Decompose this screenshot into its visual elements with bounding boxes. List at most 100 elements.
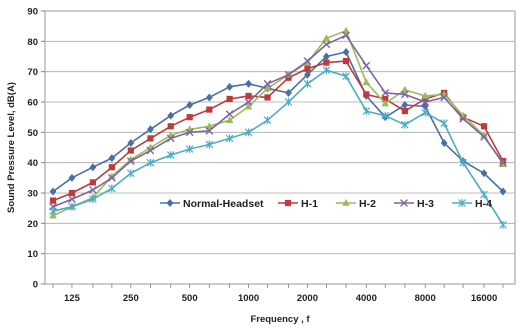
data-point-h-1 xyxy=(147,135,154,142)
legend-marker-h-4 xyxy=(458,199,466,207)
data-point-normal-headset xyxy=(49,187,57,196)
legend-label-h-3: H-3 xyxy=(417,198,434,210)
data-point-h-1 xyxy=(323,59,330,66)
data-point-h-2 xyxy=(108,172,116,180)
data-point-h-3 xyxy=(244,98,253,106)
legend-label-h-1: H-1 xyxy=(301,198,318,210)
data-point-h-2 xyxy=(244,102,253,110)
data-point-h-4 xyxy=(263,116,272,125)
data-point-h-3 xyxy=(185,128,194,137)
data-point-normal-headset xyxy=(401,101,409,110)
y-tick-label: 10 xyxy=(27,249,38,260)
data-point-h-3 xyxy=(225,110,234,119)
data-point-h-3 xyxy=(303,57,312,65)
data-point-normal-headset xyxy=(167,111,175,120)
legend-marker-h-3 xyxy=(400,199,408,207)
data-point-h-3 xyxy=(421,98,430,106)
legend-marker-normal-headset xyxy=(166,199,174,207)
data-point-h-1 xyxy=(401,108,408,115)
y-tick-label: 30 xyxy=(27,189,38,200)
data-point-h-4 xyxy=(225,134,234,143)
x-tick-label: 4000 xyxy=(356,293,377,304)
y-tick-label: 80 xyxy=(27,37,38,48)
data-point-h-3 xyxy=(205,126,214,135)
legend-label-h-2: H-2 xyxy=(359,198,376,210)
data-point-h-3 xyxy=(362,61,371,70)
data-point-h-3 xyxy=(459,114,467,123)
data-point-h-4 xyxy=(205,140,214,149)
x-tick-label: 125 xyxy=(64,293,81,304)
x-tick-label: 16000 xyxy=(471,293,497,304)
y-axis-title: Sound Pressure Level, dB(A) xyxy=(6,82,17,213)
data-point-normal-headset xyxy=(147,125,154,134)
data-point-h-3 xyxy=(284,70,293,79)
data-point-h-1 xyxy=(264,94,271,101)
data-point-normal-headset xyxy=(68,173,76,182)
x-tick-label: 8000 xyxy=(415,293,436,304)
y-tick-label: 90 xyxy=(27,7,38,18)
data-point-h-3 xyxy=(480,132,488,141)
legend-marker-h-1 xyxy=(284,199,292,207)
data-point-normal-headset xyxy=(499,187,507,196)
data-point-normal-headset xyxy=(89,163,97,172)
data-point-h-2 xyxy=(263,84,272,92)
data-point-h-3 xyxy=(68,195,76,203)
data-point-h-2 xyxy=(401,85,409,93)
x-tick-label: 500 xyxy=(182,293,198,304)
data-point-h-4 xyxy=(459,158,467,167)
data-point-h-4 xyxy=(499,220,507,229)
y-tick-label: 20 xyxy=(27,219,38,230)
data-point-h-1 xyxy=(226,95,233,103)
data-point-h-4 xyxy=(480,190,488,199)
x-tick-label: 250 xyxy=(123,293,139,304)
data-point-normal-headset xyxy=(322,52,330,61)
data-point-normal-headset xyxy=(440,138,448,147)
data-point-h-1 xyxy=(49,197,57,204)
data-point-h-4 xyxy=(126,169,135,178)
data-point-h-1 xyxy=(108,164,115,171)
y-tick-label: 0 xyxy=(33,280,38,291)
data-point-h-2 xyxy=(480,131,488,139)
data-point-h-1 xyxy=(68,189,76,197)
data-point-h-4 xyxy=(322,66,331,75)
data-point-h-1 xyxy=(186,114,193,121)
data-point-h-4 xyxy=(421,108,430,117)
data-point-h-4 xyxy=(166,151,175,159)
data-point-h-4 xyxy=(89,195,97,203)
legend-marker-h-2 xyxy=(342,199,350,206)
data-point-h-4 xyxy=(362,107,371,115)
data-point-h-1 xyxy=(167,123,174,130)
series-line-normal-headset xyxy=(52,51,504,193)
data-point-h-3 xyxy=(166,134,175,143)
data-point-normal-headset xyxy=(127,138,135,147)
plot-area xyxy=(44,10,516,285)
data-point-h-2 xyxy=(381,99,390,107)
x-tick-label: 1000 xyxy=(238,293,259,304)
data-point-normal-headset xyxy=(342,47,350,56)
data-point-h-4 xyxy=(303,79,312,88)
y-tick-label: 60 xyxy=(27,98,38,109)
data-point-h-4 xyxy=(244,128,253,137)
data-point-h-1 xyxy=(89,179,97,186)
data-point-normal-headset xyxy=(304,70,311,79)
data-point-h-1 xyxy=(127,147,134,154)
data-point-h-3 xyxy=(400,90,409,99)
data-point-h-4 xyxy=(342,72,350,81)
y-tick-label: 50 xyxy=(27,128,38,139)
legend-label-h-4: H-4 xyxy=(475,198,492,210)
data-point-h-2 xyxy=(342,26,350,34)
data-point-normal-headset xyxy=(480,169,488,178)
data-point-h-2 xyxy=(205,122,214,130)
data-point-h-3 xyxy=(89,186,97,194)
data-point-h-3 xyxy=(322,40,331,49)
data-point-h-2 xyxy=(225,116,234,123)
data-point-normal-headset xyxy=(205,93,213,102)
data-point-h-4 xyxy=(381,111,390,120)
data-point-h-1 xyxy=(245,92,252,100)
data-point-h-3 xyxy=(440,93,449,102)
data-point-h-2 xyxy=(49,211,57,219)
data-point-h-1 xyxy=(480,123,488,130)
data-point-h-1 xyxy=(422,95,429,103)
